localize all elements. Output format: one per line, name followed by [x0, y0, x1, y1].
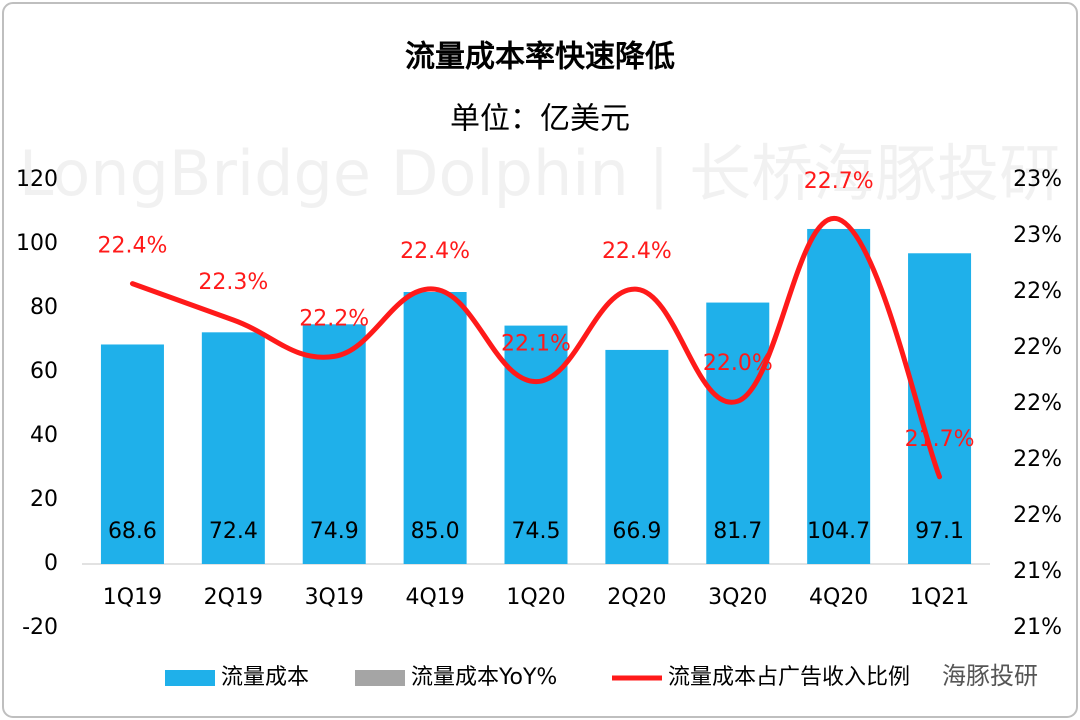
line-value-label: 22.4%: [400, 239, 470, 264]
bar: [302, 324, 366, 564]
watermark: LongBridge Dolphin | 长桥海豚投研: [19, 137, 1061, 211]
legend-label: 流量成本占广告收入比例: [668, 665, 910, 690]
y2-tick-label: 22%: [1013, 391, 1062, 416]
x-tick-label: 1Q20: [506, 585, 565, 610]
bar-value-label: 97.1: [915, 519, 964, 544]
y-tick-label: 40: [30, 423, 58, 448]
y2-tick-label: 22%: [1013, 503, 1062, 528]
legend-swatch: [355, 670, 405, 686]
x-tick-label: 2Q20: [607, 585, 666, 610]
line-value-label: 22.1%: [501, 332, 571, 357]
bar-value-label: 104.7: [807, 519, 870, 544]
x-tick-label: 3Q19: [305, 585, 364, 610]
y-tick-label: 0: [44, 551, 58, 576]
bar: [504, 325, 568, 564]
line-value-label: 22.4%: [97, 234, 167, 259]
bar: [100, 344, 164, 564]
line-value-label: 22.7%: [804, 169, 874, 194]
x-tick-label: 2Q19: [204, 585, 263, 610]
line: [129, 216, 943, 480]
line-value-label: 22.0%: [703, 351, 773, 376]
brand: 海豚投研: [942, 662, 1038, 690]
bar: [201, 332, 265, 564]
y-tick-label: 80: [30, 295, 58, 320]
bar: [403, 292, 467, 564]
bar: [807, 228, 871, 564]
line-value-label: 22.2%: [299, 306, 369, 331]
y-tick-label: 120: [16, 167, 58, 192]
y-tick-label: 100: [16, 231, 58, 256]
line-value-label: 22.3%: [198, 270, 268, 295]
x-tick-label: 1Q21: [910, 585, 969, 610]
chart-title: 流量成本率快速降低: [405, 40, 675, 75]
y-tick-label: 60: [30, 359, 58, 384]
legend-swatch: [165, 670, 215, 686]
y-tick-label: -20: [22, 615, 58, 640]
bar-value-label: 68.6: [108, 519, 157, 544]
bar-value-label: 85.0: [411, 519, 460, 544]
y2-tick-label: 23%: [1013, 223, 1062, 248]
y-tick-label: 20: [30, 487, 58, 512]
line-value-label: 22.4%: [602, 239, 672, 264]
y2-tick-label: 22%: [1013, 335, 1062, 360]
bar-value-label: 81.7: [713, 519, 762, 544]
bar-value-label: 66.9: [612, 519, 661, 544]
bar-value-label: 72.4: [209, 519, 258, 544]
x-tick-label: 4Q20: [809, 585, 868, 610]
bar: [605, 349, 669, 564]
y2-tick-label: 21%: [1013, 559, 1062, 584]
y2-tick-label: 22%: [1013, 279, 1062, 304]
bar-value-label: 74.9: [310, 519, 359, 544]
y2-tick-label: 21%: [1013, 615, 1062, 640]
legend-label: 流量成本: [221, 665, 309, 690]
chart-subtitle: 单位：亿美元: [450, 102, 630, 137]
legend-label: 流量成本YoY%: [411, 665, 557, 690]
line-value-label: 21.7%: [905, 427, 975, 452]
y2-tick-label: 23%: [1013, 167, 1062, 192]
x-tick-label: 1Q19: [103, 585, 162, 610]
y2-tick-label: 22%: [1013, 447, 1062, 472]
x-tick-label: 3Q20: [708, 585, 767, 610]
bar: [706, 302, 770, 564]
bar-value-label: 74.5: [512, 519, 561, 544]
x-tick-label: 4Q19: [405, 585, 464, 610]
